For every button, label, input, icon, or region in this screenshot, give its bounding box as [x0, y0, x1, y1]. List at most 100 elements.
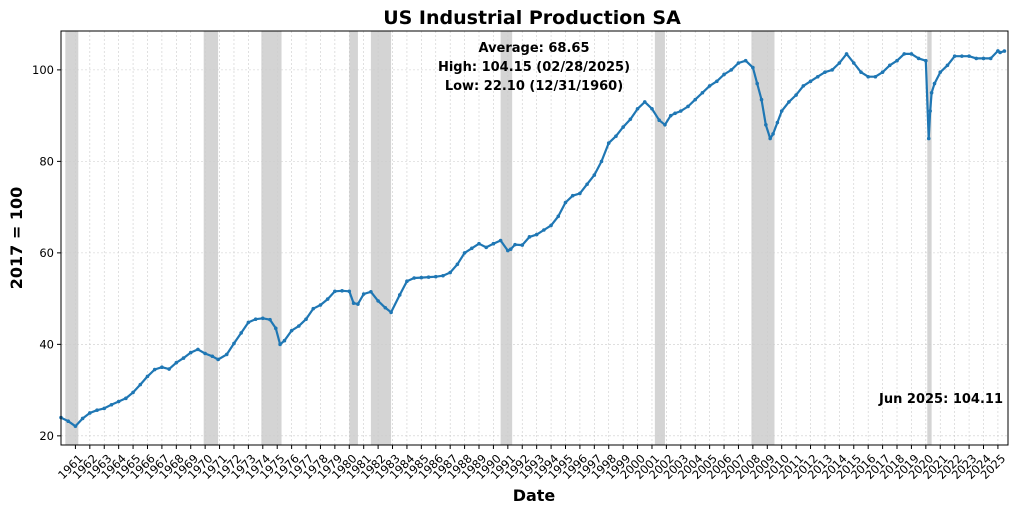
data-point	[928, 109, 932, 113]
data-point	[253, 317, 258, 321]
data-point	[325, 297, 330, 301]
data-point	[830, 68, 834, 72]
y-tick-label: 60	[39, 246, 54, 260]
data-point	[642, 100, 647, 104]
data-point	[599, 159, 604, 164]
data-point	[764, 122, 768, 127]
data-point	[73, 424, 78, 429]
data-point	[88, 411, 92, 415]
series-line	[60, 49, 1005, 428]
data-point	[998, 50, 1002, 55]
data-point	[138, 382, 143, 387]
data-point	[188, 350, 193, 355]
data-point	[246, 320, 251, 325]
data-point	[484, 245, 489, 250]
data-point	[181, 356, 186, 360]
data-point	[844, 52, 849, 56]
data-point	[426, 275, 431, 279]
data-point	[80, 416, 85, 421]
x-axis-ticks: 1961196219631964196519661967196819691970…	[55, 445, 1008, 482]
data-point	[232, 341, 236, 346]
data-point	[549, 223, 553, 228]
data-point	[311, 306, 316, 311]
recession-band	[261, 31, 282, 445]
data-point	[628, 117, 633, 122]
data-point	[932, 81, 937, 86]
data-point	[441, 273, 445, 278]
data-point	[859, 70, 863, 74]
data-point	[981, 56, 986, 61]
recession-band	[370, 31, 392, 445]
last-value-annotation: Jun 2025: 104.11	[878, 392, 1003, 407]
y-axis-ticks: 20 40 60 80 100	[32, 63, 61, 443]
data-point	[924, 58, 928, 63]
data-point	[650, 106, 654, 111]
data-point	[729, 68, 734, 72]
data-point	[967, 54, 971, 58]
data-point	[455, 262, 460, 267]
data-point	[152, 367, 157, 372]
data-point	[873, 74, 878, 79]
data-point	[369, 289, 373, 294]
data-point	[585, 182, 589, 187]
data-point	[888, 63, 892, 68]
data-point	[621, 125, 625, 129]
data-point	[952, 54, 957, 58]
data-point	[794, 93, 798, 97]
data-point	[673, 111, 677, 116]
data-point	[224, 352, 229, 357]
data-point	[347, 289, 352, 294]
series-layer	[59, 49, 1007, 429]
data-point	[715, 79, 719, 84]
data-point	[693, 97, 698, 102]
data-point	[167, 367, 171, 371]
recession-band	[927, 31, 932, 445]
plot-frame	[60, 30, 1009, 446]
data-point	[823, 70, 827, 74]
data-point	[160, 365, 164, 370]
data-point	[109, 402, 114, 407]
data-point	[668, 113, 673, 118]
data-point	[469, 246, 474, 251]
data-point	[351, 301, 356, 305]
data-point	[751, 65, 755, 70]
data-point	[405, 279, 409, 284]
data-point	[66, 419, 71, 424]
data-point	[477, 241, 481, 246]
data-point	[95, 408, 99, 413]
data-point	[361, 292, 366, 296]
y-tick-label: 40	[39, 337, 54, 351]
y-tick-label: 20	[39, 429, 54, 443]
data-point	[491, 241, 496, 246]
data-point	[462, 251, 467, 255]
data-point	[203, 351, 207, 356]
data-point	[759, 97, 764, 102]
data-point	[174, 360, 179, 365]
data-point	[239, 331, 243, 335]
recession-band	[654, 31, 665, 445]
data-point	[513, 242, 517, 247]
data-point	[880, 70, 885, 74]
data-point	[570, 193, 575, 198]
data-point	[929, 90, 934, 95]
data-point	[273, 326, 278, 331]
data-point	[866, 74, 870, 79]
data-point	[145, 374, 150, 379]
data-point	[318, 303, 323, 307]
data-point	[563, 200, 568, 205]
data-point	[945, 63, 950, 68]
data-point	[412, 276, 416, 280]
y-tick-label: 80	[39, 154, 54, 168]
data-point	[356, 302, 360, 306]
recession-band	[500, 31, 513, 445]
data-point	[578, 191, 582, 196]
data-point	[679, 109, 683, 113]
data-point	[278, 342, 282, 347]
data-point	[268, 317, 272, 322]
data-point	[808, 79, 813, 84]
data-point	[787, 100, 791, 104]
data-point	[498, 238, 503, 243]
data-point	[614, 134, 618, 139]
data-point	[556, 214, 561, 219]
